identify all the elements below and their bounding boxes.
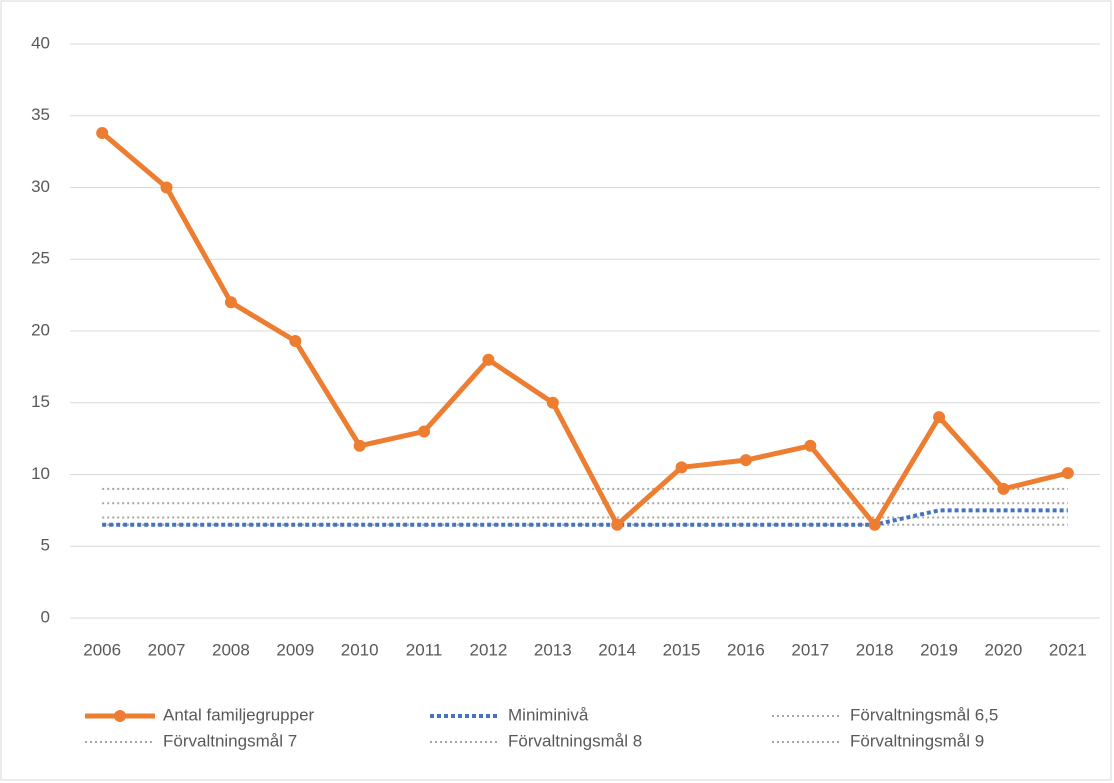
legend-label: Antal familjegrupper [163,705,315,724]
marker [804,439,817,452]
x-tick-label: 2012 [470,640,508,659]
y-tick-label: 5 [41,536,50,555]
series-line [100,131,1069,528]
marker [1061,467,1074,480]
x-tick-label: 2016 [727,640,765,659]
x-tick-label: 2014 [598,640,636,659]
marker [224,296,237,309]
marker [933,411,946,424]
legend-label: Förvaltningsmål 8 [508,731,642,750]
marker [675,461,688,474]
legend-label: Miniminivå [508,705,589,724]
x-tick-label: 2007 [148,640,186,659]
marker [482,353,495,366]
marker [611,518,624,531]
y-tick-label: 15 [31,392,50,411]
y-tick-label: 10 [31,464,50,483]
x-tick-label: 2020 [985,640,1023,659]
marker [739,454,752,467]
y-tick-label: 25 [31,249,50,268]
marker [289,335,302,348]
marker [418,425,431,438]
legend-label: Förvaltningsmål 9 [850,731,984,750]
legend-marker [114,710,126,722]
legend-label: Förvaltningsmål 6,5 [850,705,998,724]
marker [546,396,559,409]
marker [160,181,173,194]
x-tick-label: 2021 [1049,640,1087,659]
y-tick-label: 20 [31,320,50,339]
legend-label: Förvaltningsmål 7 [163,731,297,750]
marker [353,439,366,452]
x-tick-label: 2017 [791,640,829,659]
y-tick-label: 35 [31,105,50,124]
x-tick-label: 2010 [341,640,379,659]
y-tick-label: 0 [41,607,50,626]
series-line [102,508,1068,527]
y-tick-label: 40 [31,33,50,52]
x-tick-label: 2018 [856,640,894,659]
x-tick-label: 2019 [920,640,958,659]
x-tick-label: 2015 [663,640,701,659]
marker [997,482,1010,495]
marker [868,518,881,531]
x-tick-label: 2008 [212,640,250,659]
x-tick-label: 2006 [83,640,121,659]
marker [96,126,109,139]
x-tick-label: 2009 [276,640,314,659]
y-tick-label: 30 [31,177,50,196]
x-tick-label: 2011 [406,640,443,659]
x-tick-label: 2013 [534,640,572,659]
